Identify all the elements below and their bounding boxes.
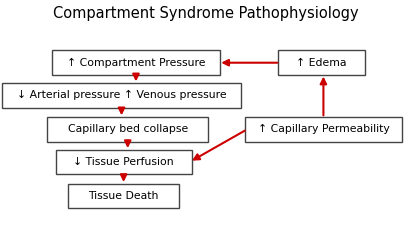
- FancyBboxPatch shape: [47, 117, 208, 142]
- Text: ↓ Tissue Perfusion: ↓ Tissue Perfusion: [73, 157, 174, 167]
- Text: ↑ Compartment Pressure: ↑ Compartment Pressure: [67, 58, 205, 68]
- FancyBboxPatch shape: [278, 50, 365, 75]
- Text: ↑ Capillary Permeability: ↑ Capillary Permeability: [258, 124, 389, 134]
- Text: Capillary bed collapse: Capillary bed collapse: [68, 124, 188, 134]
- FancyBboxPatch shape: [52, 50, 220, 75]
- FancyBboxPatch shape: [2, 83, 241, 108]
- Text: Compartment Syndrome Pathophysiology: Compartment Syndrome Pathophysiology: [53, 6, 359, 21]
- FancyBboxPatch shape: [68, 184, 179, 208]
- FancyBboxPatch shape: [56, 150, 192, 174]
- Text: ↓ Arterial pressure ↑ Venous pressure: ↓ Arterial pressure ↑ Venous pressure: [17, 90, 226, 100]
- Text: ↑ Edema: ↑ Edema: [296, 58, 346, 68]
- Text: Tissue Death: Tissue Death: [89, 191, 159, 201]
- FancyBboxPatch shape: [245, 117, 402, 142]
